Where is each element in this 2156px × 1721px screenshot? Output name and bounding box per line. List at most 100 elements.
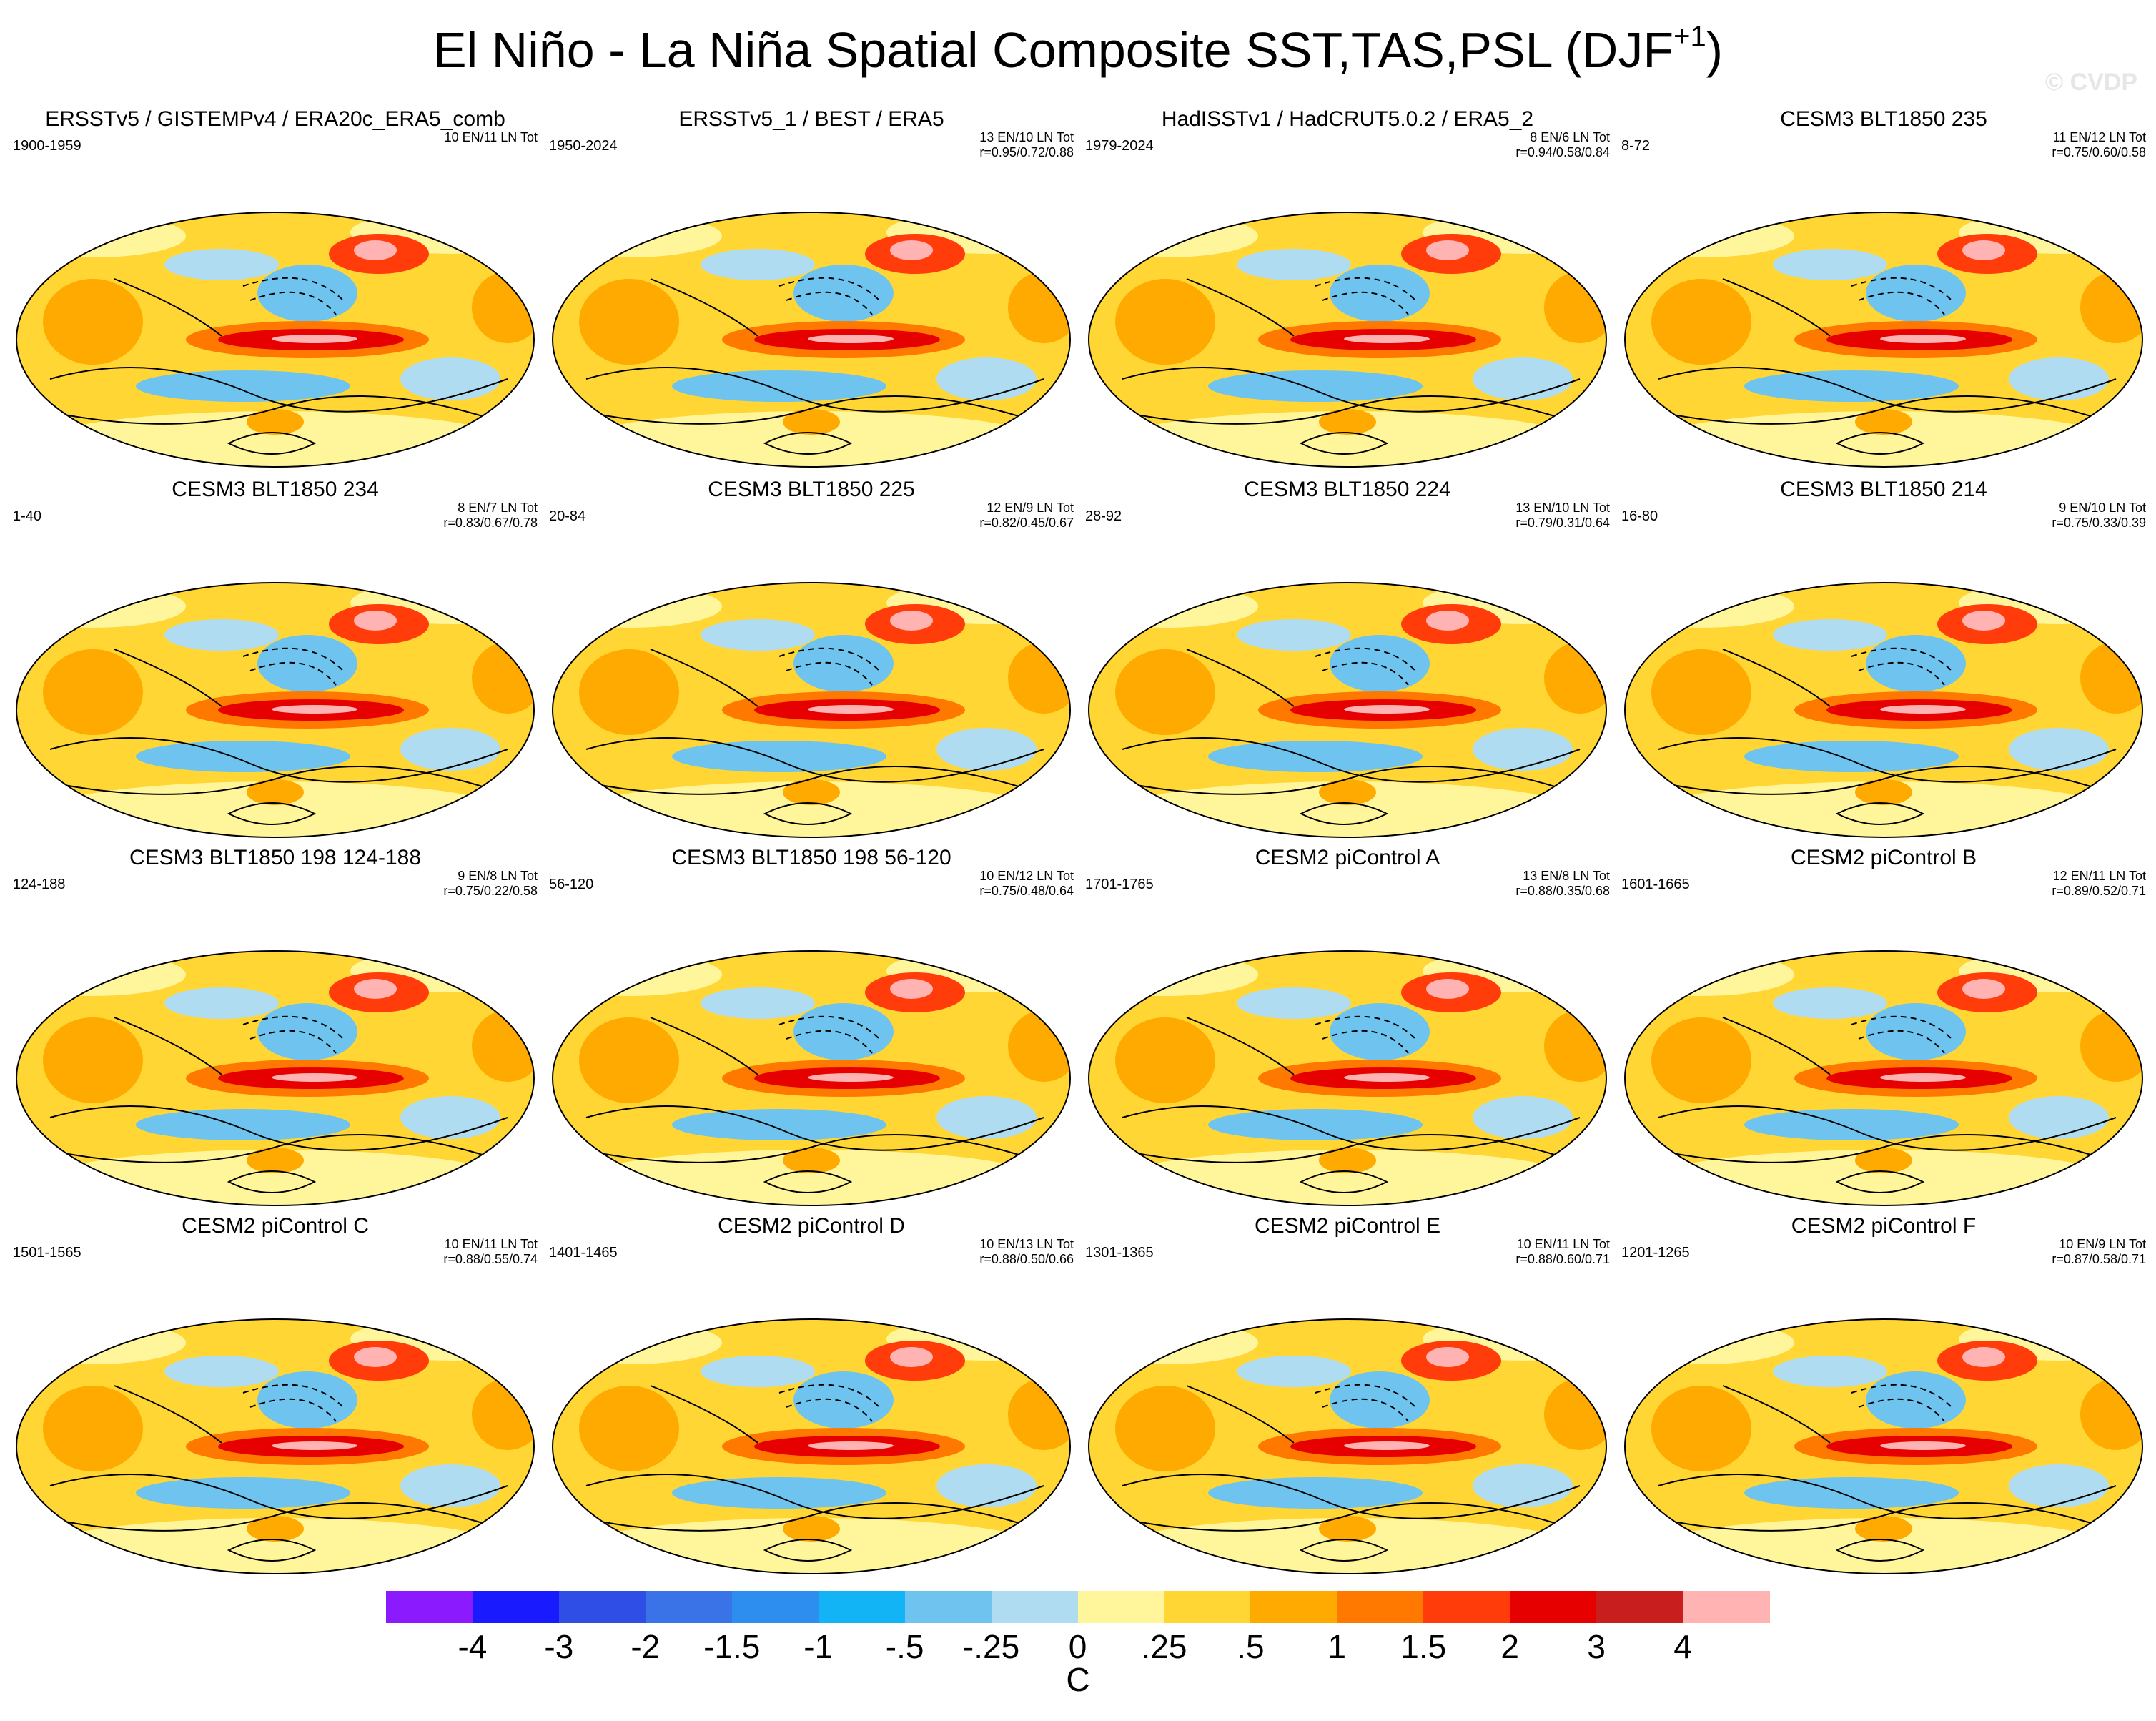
eurasia-warm [1651,1017,1751,1103]
map-panel: CESM2 piControl E 1301-1365 10 EN/11 LN To… [1079,1214,1616,1586]
panel-counts: 13 EN/8 LN Tot r=0.88/0.35/0.68 [1515,869,1610,899]
psl-contour [650,649,758,707]
enso-peak [272,1073,357,1082]
south-pacific-cool [1208,741,1423,772]
map-plot [1624,212,2143,468]
north-pacific-cool [701,619,815,651]
panel-title: HadISSTv1 / HadCRUT5.0.2 / ERA5_2 [1161,107,1534,131]
panel-years: 1979-2024 [1085,138,1154,154]
panel-title: CESM2 piControl B [1790,846,1977,869]
map-border [16,582,535,838]
arctic-band [553,214,722,257]
atlantic-cool [2009,1464,2109,1507]
alaska-peak [1962,979,2005,999]
event-counts: 10 EN/11 LN Tot [444,130,538,144]
panel-title: CESM2 piControl C [182,1214,369,1238]
alaska-peak [354,240,397,260]
colorbar-swatch [904,1591,992,1623]
psl-contour [1835,432,1925,455]
psl-contour [1299,1170,1389,1193]
map-plot [552,212,1071,468]
enso-peak [1344,1441,1430,1450]
event-counts: 12 EN/11 LN Tot [2052,869,2146,883]
psl-contour [242,647,344,671]
eurasia-warm [579,1017,679,1103]
pattern-correlations: r=0.79/0.31/0.64 [1515,516,1610,530]
panel-counts: 8 EN/7 LN Tot r=0.83/0.67/0.78 [443,500,538,531]
colorbar-tick-label: -3 [544,1628,574,1665]
colorbar-tick-label: 0 [1068,1628,1087,1665]
south-pacific-warm [247,779,304,805]
south-pacific-cool [1208,1109,1423,1140]
psl-contour [1851,1384,1952,1408]
event-counts: 12 EN/9 LN Tot [986,500,1074,515]
psl-contour [1722,1385,1831,1444]
event-counts: 10 EN/11 LN Tot [1516,1237,1610,1251]
pattern-correlations: r=0.75/0.22/0.58 [443,884,538,898]
psl-contour [242,1384,344,1408]
arctic-band [1089,214,1258,257]
psl-contour [1672,1502,2110,1532]
map-border [16,950,535,1206]
south-pacific-warm [1855,779,1912,805]
south-pacific-cool [136,1477,350,1509]
alaska-peak [890,611,933,631]
psl-contour [650,1017,758,1075]
south-pacific-cool [1744,370,1959,402]
psl-contour [1315,1384,1416,1408]
east-warm [2080,1379,2142,1450]
arctic-band [1089,1321,1258,1364]
map-panel: CESM2 piControl A 1701-1765 13 EN/8 LN Tot… [1079,846,1616,1218]
panel-title: CESM3 BLT1850 198 56-120 [671,846,951,869]
colorbar-swatch [558,1591,646,1623]
enso-peak [808,1441,894,1450]
alaska-peak [1962,611,2005,631]
north-pacific-cool [1237,1356,1351,1387]
pattern-correlations: r=0.83/0.67/0.78 [443,516,538,530]
pattern-correlations: r=0.88/0.55/0.74 [443,1252,538,1266]
colorbar-units: C [1066,1661,1090,1698]
psl-contour [1299,432,1389,455]
colorbar-tick-label: 2 [1500,1628,1519,1665]
psl-contour [778,647,880,671]
eurasia-warm [43,649,143,735]
map-border [1088,212,1607,468]
psl-contour [1136,395,1573,425]
pattern-correlations: r=0.88/0.50/0.66 [979,1252,1074,1266]
map-panel: CESM2 piControl C 1501-1565 10 EN/11 LN To… [7,1214,543,1586]
psl-contour [1322,291,1409,315]
psl-contour [1186,649,1295,707]
colorbar-swatch [1510,1591,1597,1623]
colorbar-tick-label: 4 [1673,1628,1692,1665]
colorbar-tick-label: -1 [803,1628,834,1665]
map-border [552,212,1071,468]
panel-counts: 10 EN/13 LN Tot r=0.88/0.50/0.66 [979,1237,1074,1267]
panel-title: CESM3 BLT1850 234 [172,478,379,501]
panel-years: 20-84 [549,508,586,524]
panel-years: 1-40 [13,508,42,524]
colorbar-swatch [1683,1591,1770,1623]
map-border [1624,582,2143,838]
panel-years: 1401-1465 [549,1245,618,1261]
map-border [552,1318,1071,1574]
colorbar-swatch [1164,1591,1251,1623]
enso-peak [808,335,894,343]
colorbar-swatch [386,1591,473,1623]
south-pacific-warm [1855,1148,1912,1173]
psl-contour [49,737,508,783]
psl-contour [227,802,317,825]
eurasia-warm [1115,1017,1215,1103]
psl-contour [600,395,1037,425]
eurasia-warm [43,1386,143,1471]
psl-contour [49,367,508,413]
panel-counts: 12 EN/9 LN Tot r=0.82/0.45/0.67 [979,500,1074,531]
map-border [16,212,535,468]
panel-years: 1501-1565 [13,1245,81,1261]
psl-contour [249,1030,337,1054]
east-warm [1544,1010,1606,1082]
psl-contour [249,661,337,686]
panel-years: 1201-1265 [1621,1245,1690,1261]
psl-contour [786,1030,873,1054]
psl-contour [1672,1134,2110,1163]
north-pacific-cold [257,265,357,322]
